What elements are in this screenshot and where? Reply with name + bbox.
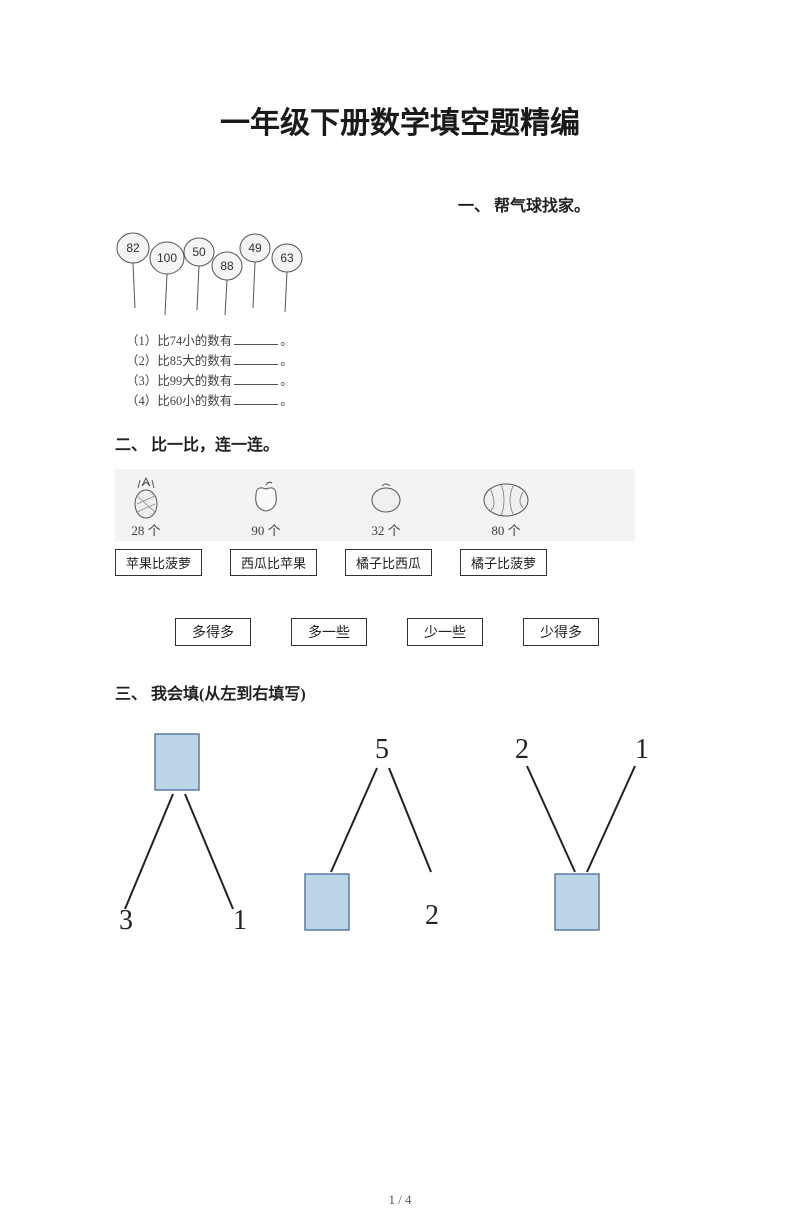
q3-figure: 3 1 5 2 2 1	[115, 724, 675, 934]
compare-box-0: 苹果比菠萝	[115, 549, 202, 576]
balloon-2: 50	[192, 245, 206, 259]
compare-box-3: 橘子比菠萝	[460, 549, 547, 576]
blank[interactable]	[234, 353, 278, 365]
digit-2b: 2	[515, 734, 529, 765]
balloon-4: 49	[248, 241, 262, 255]
q1-item-3-num: （3）	[126, 374, 157, 388]
q1-item-4-text: 比60小的数有	[157, 394, 232, 408]
fruit-count-0: 28 个	[131, 520, 160, 539]
fruit-apple: 90 个	[241, 475, 291, 539]
apple-icon	[241, 475, 291, 520]
compare-box-2: 橘子比西瓜	[345, 549, 432, 576]
q3-header: 三、 我会填(从左到右填写)	[115, 680, 800, 704]
q1-header: 一、 帮气球找家。	[458, 192, 800, 216]
q1-item-4-suffix: 。	[280, 394, 293, 408]
q1-item-3-suffix: 。	[280, 374, 293, 388]
fill-box-2[interactable]	[305, 874, 349, 930]
q1-item-1: （1）比74小的数有 。	[126, 331, 800, 351]
q1-item-2-text: 比85大的数有	[157, 354, 232, 368]
compare-box-1: 西瓜比苹果	[230, 549, 317, 576]
answer-box-2[interactable]: 少一些	[407, 618, 483, 646]
balloon-3: 88	[220, 259, 234, 273]
page-number: 1 / 4	[0, 1192, 800, 1208]
digit-1: 1	[233, 905, 247, 934]
balloons-figure: 82 100 50 88 49 63	[115, 230, 800, 325]
answer-box-1[interactable]: 多一些	[291, 618, 367, 646]
balloon-1: 100	[157, 251, 177, 265]
q2-figure: 28 个 90 个 32 个	[115, 469, 675, 646]
orange-icon	[361, 475, 411, 520]
digit-2a: 2	[425, 900, 439, 931]
balloon-0: 82	[126, 241, 140, 255]
q1-item-2-suffix: 。	[280, 354, 293, 368]
balloon-5: 63	[280, 251, 294, 265]
fruit-orange: 32 个	[361, 475, 411, 539]
blank[interactable]	[234, 333, 278, 345]
q2-answer-row: 多得多 多一些 少一些 少得多	[175, 618, 675, 646]
page-title: 一年级下册数学填空题精编	[0, 98, 800, 142]
fruit-watermelon: 80 个	[481, 475, 531, 539]
digit-3: 3	[119, 905, 133, 934]
digit-5: 5	[375, 734, 389, 765]
fruit-count-1: 90 个	[251, 520, 280, 539]
digit-1b: 1	[635, 734, 649, 765]
q1-item-3-text: 比99大的数有	[157, 374, 232, 388]
fill-box-1[interactable]	[155, 734, 199, 790]
answer-box-3[interactable]: 少得多	[523, 618, 599, 646]
q2-header: 二、 比一比，连一连。	[115, 431, 800, 455]
pineapple-icon	[121, 475, 171, 520]
blank[interactable]	[234, 373, 278, 385]
q2-compare-row: 苹果比菠萝 西瓜比苹果 橘子比西瓜 橘子比菠萝	[115, 549, 675, 576]
watermelon-icon	[481, 475, 531, 520]
q1-item-1-num: （1）	[126, 334, 157, 348]
fruit-count-3: 80 个	[491, 520, 520, 539]
q1-item-3: （3）比99大的数有 。	[126, 371, 800, 391]
q1-item-1-suffix: 。	[280, 334, 293, 348]
q1-item-4: （4）比60小的数有 。	[126, 391, 800, 411]
q1-item-2: （2）比85大的数有 。	[126, 351, 800, 371]
q1-item-2-num: （2）	[126, 354, 157, 368]
answer-box-0[interactable]: 多得多	[175, 618, 251, 646]
q1-list: （1）比74小的数有。 （2）比85大的数有。 （3）比99大的数有。 （4）比…	[126, 331, 800, 411]
blank[interactable]	[234, 393, 278, 405]
q1-item-1-text: 比74小的数有	[157, 334, 232, 348]
fill-box-3[interactable]	[555, 874, 599, 930]
fruit-pineapple: 28 个	[121, 475, 171, 539]
q1-item-4-num: （4）	[126, 394, 157, 408]
fruit-count-2: 32 个	[371, 520, 400, 539]
